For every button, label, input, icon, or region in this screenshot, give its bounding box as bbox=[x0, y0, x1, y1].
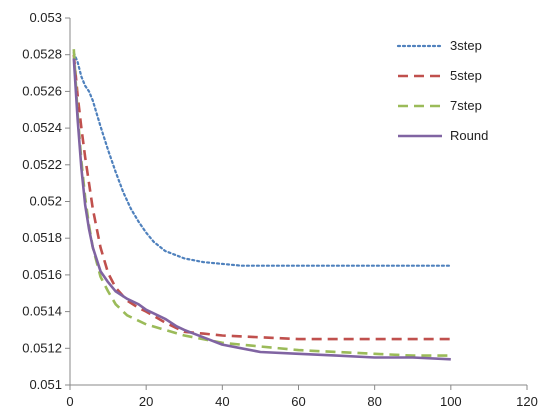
y-tick-label: 0.053 bbox=[29, 10, 62, 25]
series-line-5step bbox=[72, 54, 451, 341]
series-lines bbox=[72, 49, 452, 361]
series-line-round bbox=[72, 58, 451, 361]
x-tick-label: 0 bbox=[66, 394, 73, 409]
legend-label-3step: 3step bbox=[450, 38, 482, 53]
x-tick-label: 120 bbox=[516, 394, 538, 409]
x-tick-label: 60 bbox=[291, 394, 305, 409]
y-tick-label: 0.0512 bbox=[22, 340, 62, 355]
y-tick-label: 0.052 bbox=[29, 194, 62, 209]
legend-label-5step: 5step bbox=[450, 68, 482, 83]
x-tick-label: 20 bbox=[139, 394, 153, 409]
y-tick-label: 0.0516 bbox=[22, 267, 62, 282]
y-tick-label: 0.0514 bbox=[22, 304, 62, 319]
legend-label-round: Round bbox=[450, 128, 488, 143]
legend: 3step 5step 7step Round bbox=[396, 38, 488, 143]
y-tick-label: 0.0518 bbox=[22, 230, 62, 245]
y-tick-label: 0.0528 bbox=[22, 47, 62, 62]
x-tick-label: 100 bbox=[440, 394, 462, 409]
x-tick-label: 40 bbox=[215, 394, 229, 409]
y-tick-label: 0.0522 bbox=[22, 157, 62, 172]
legend-label-7step: 7step bbox=[450, 98, 482, 113]
x-tick-label: 80 bbox=[367, 394, 381, 409]
series-line-3step bbox=[72, 51, 452, 267]
y-tick-label: 0.051 bbox=[29, 377, 62, 392]
x-axis-ticks: 0 20 40 60 80 100 120 bbox=[66, 385, 538, 409]
y-axis-ticks: 0.051 0.0512 0.0514 0.0516 0.0518 0.052 0.0522… bbox=[22, 10, 70, 392]
y-tick-label: 0.0524 bbox=[22, 120, 62, 135]
y-tick-label: 0.0526 bbox=[22, 83, 62, 98]
